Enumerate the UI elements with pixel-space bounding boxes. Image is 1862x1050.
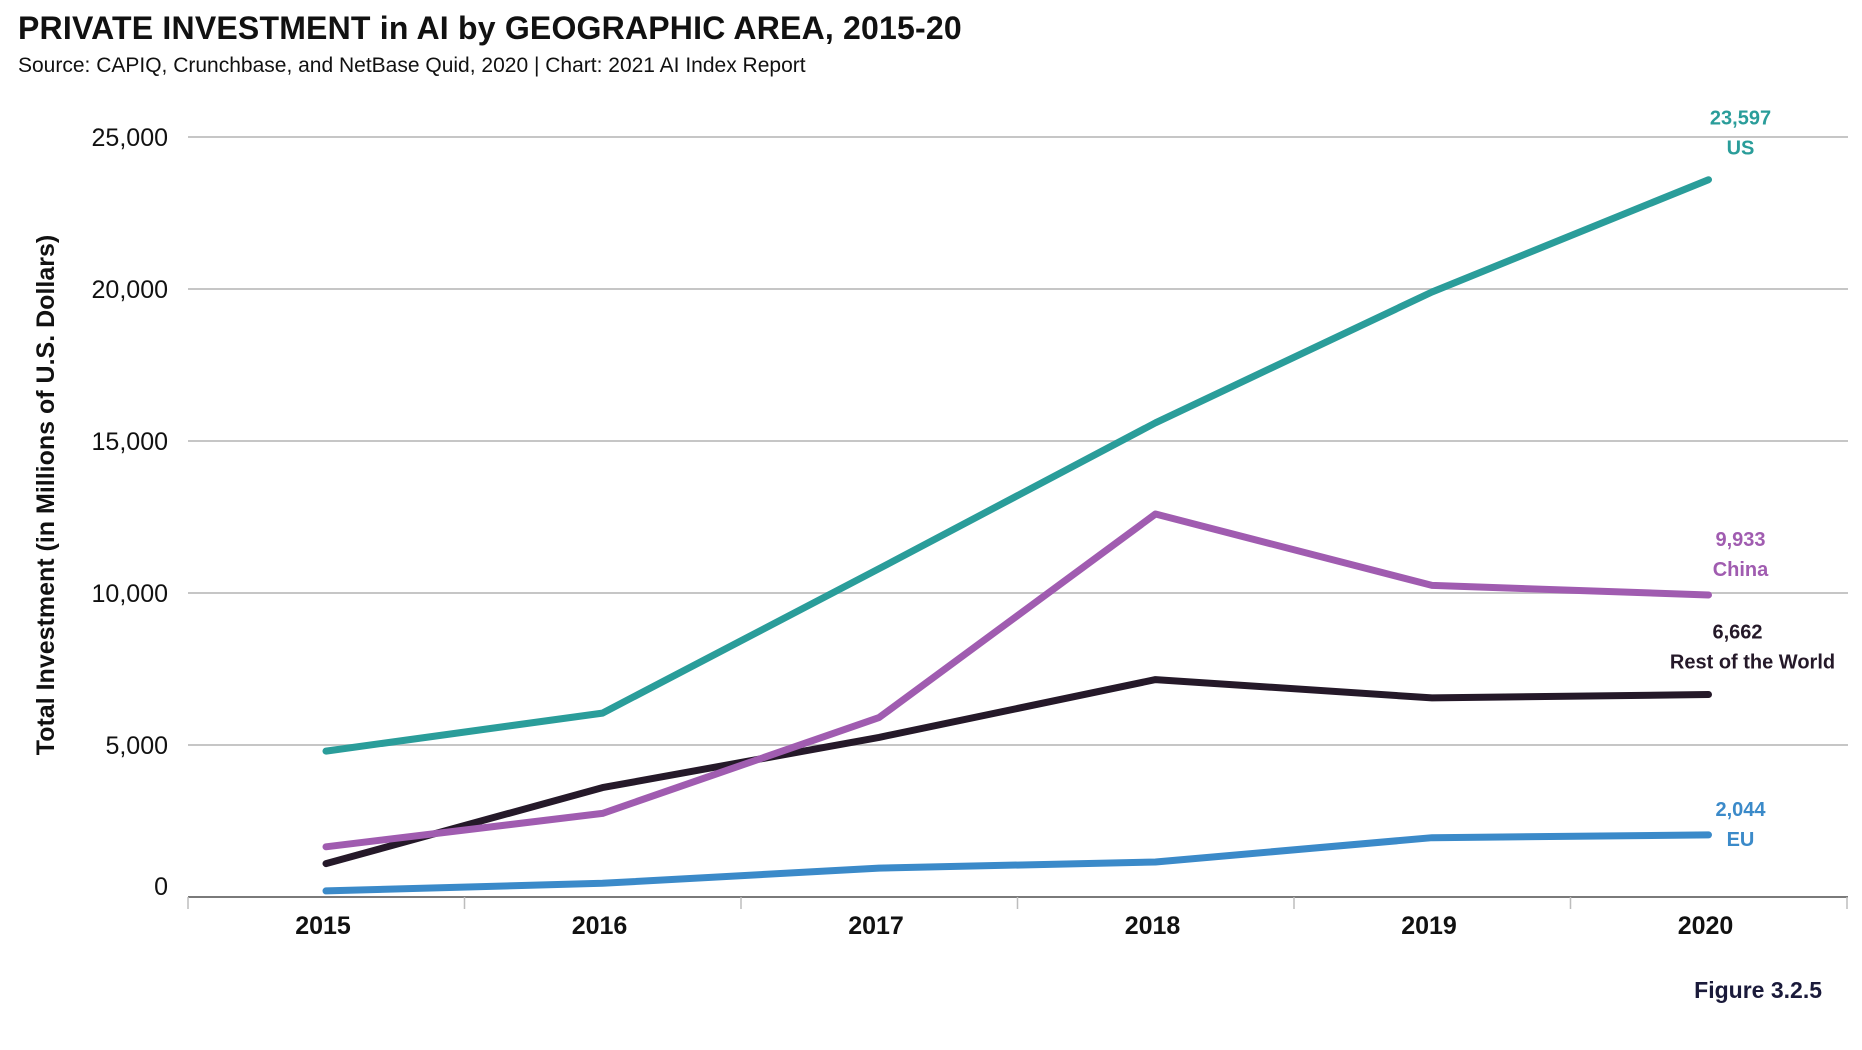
- y-tick-label: 10,000: [92, 580, 168, 608]
- y-axis-label: Total Investment (in Millions of U.S. Do…: [32, 235, 60, 755]
- x-tick-label: 2019: [1401, 912, 1457, 940]
- y-tick-label: 15,000: [92, 428, 168, 456]
- end-series-label: China: [1713, 559, 1769, 581]
- series-line-eu: [322, 831, 1712, 895]
- end-value-label: 6,662: [1712, 621, 1762, 643]
- series-line-china: [322, 510, 1712, 851]
- x-tick-label: 2016: [572, 912, 628, 940]
- end-value-label: 9,933: [1715, 529, 1765, 551]
- y-tick-label: 20,000: [92, 276, 168, 304]
- x-tick-label: 2017: [848, 912, 904, 940]
- figure-label: Figure 3.2.5: [1694, 977, 1822, 1003]
- y-tick-label: 0: [154, 873, 168, 901]
- chart-title: PRIVATE INVESTMENT in AI by GEOGRAPHIC A…: [18, 10, 962, 46]
- series-line-us: [322, 176, 1712, 755]
- end-series-label: EU: [1727, 829, 1755, 851]
- end-value-label: 2,044: [1715, 799, 1766, 821]
- end-series-label: Rest of the World: [1670, 651, 1835, 673]
- series-lines: [322, 176, 1712, 895]
- end-labels: 23,597 US 9,933 China 6,662 Rest of the World…: [1670, 108, 1835, 851]
- y-tick-label: 25,000: [92, 124, 168, 152]
- y-tick-label: 5,000: [105, 732, 168, 760]
- x-tick-label: 2020: [1678, 912, 1734, 940]
- end-value-label: 23,597: [1710, 108, 1771, 130]
- chart-subtitle: Source: CAPIQ, Crunchbase, and NetBase Q…: [18, 54, 806, 77]
- axes: 0 5,000 10,000 15,000 20,000 25,000 2015 2016 20…: [92, 124, 1848, 940]
- gridlines: [188, 136, 1848, 746]
- end-series-label: US: [1727, 138, 1755, 160]
- x-tick-label: 2015: [295, 912, 351, 940]
- series-line-rest-of-the-world: [322, 676, 1712, 868]
- x-tick-label: 2018: [1125, 912, 1181, 940]
